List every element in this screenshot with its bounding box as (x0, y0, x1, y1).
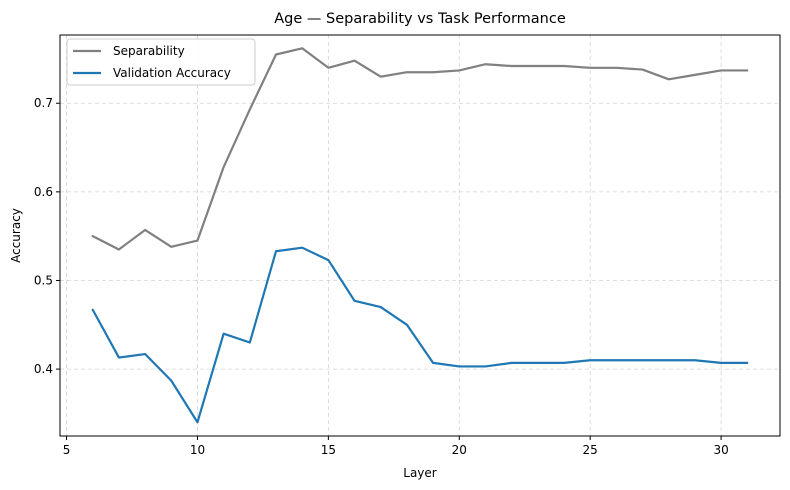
x-tick-label: 10 (190, 443, 205, 457)
series-layer (91, 47, 749, 424)
legend-box (66, 38, 256, 86)
y-axis-ticks: 0.4 0.5 0.6 0.7 (34, 96, 60, 376)
series-line-validation-accuracy (91, 246, 749, 424)
x-tick-label: 30 (713, 443, 728, 457)
chart-title: Age — Separability vs Task Performance (274, 11, 566, 27)
series-line-separability (91, 47, 749, 251)
legend: Separability Validation Accuracy (66, 38, 256, 86)
legend-label-validation-accuracy: Validation Accuracy (113, 66, 231, 80)
x-axis-ticks: 5 10 15 20 25 30 (63, 436, 729, 457)
y-axis-label: Accuracy (9, 208, 23, 263)
y-tick-label: 0.7 (34, 96, 53, 110)
legend-label-separability: Separability (113, 44, 185, 58)
y-tick-label: 0.4 (34, 362, 53, 376)
x-tick-label: 5 (63, 443, 71, 457)
x-axis-label: Layer (403, 466, 437, 480)
x-tick-label: 20 (452, 443, 467, 457)
x-tick-label: 25 (583, 443, 598, 457)
x-tick-label: 15 (321, 443, 336, 457)
grid (60, 35, 780, 436)
y-tick-label: 0.5 (34, 273, 53, 287)
y-tick-label: 0.6 (34, 185, 53, 199)
plot-frame (59, 34, 781, 437)
